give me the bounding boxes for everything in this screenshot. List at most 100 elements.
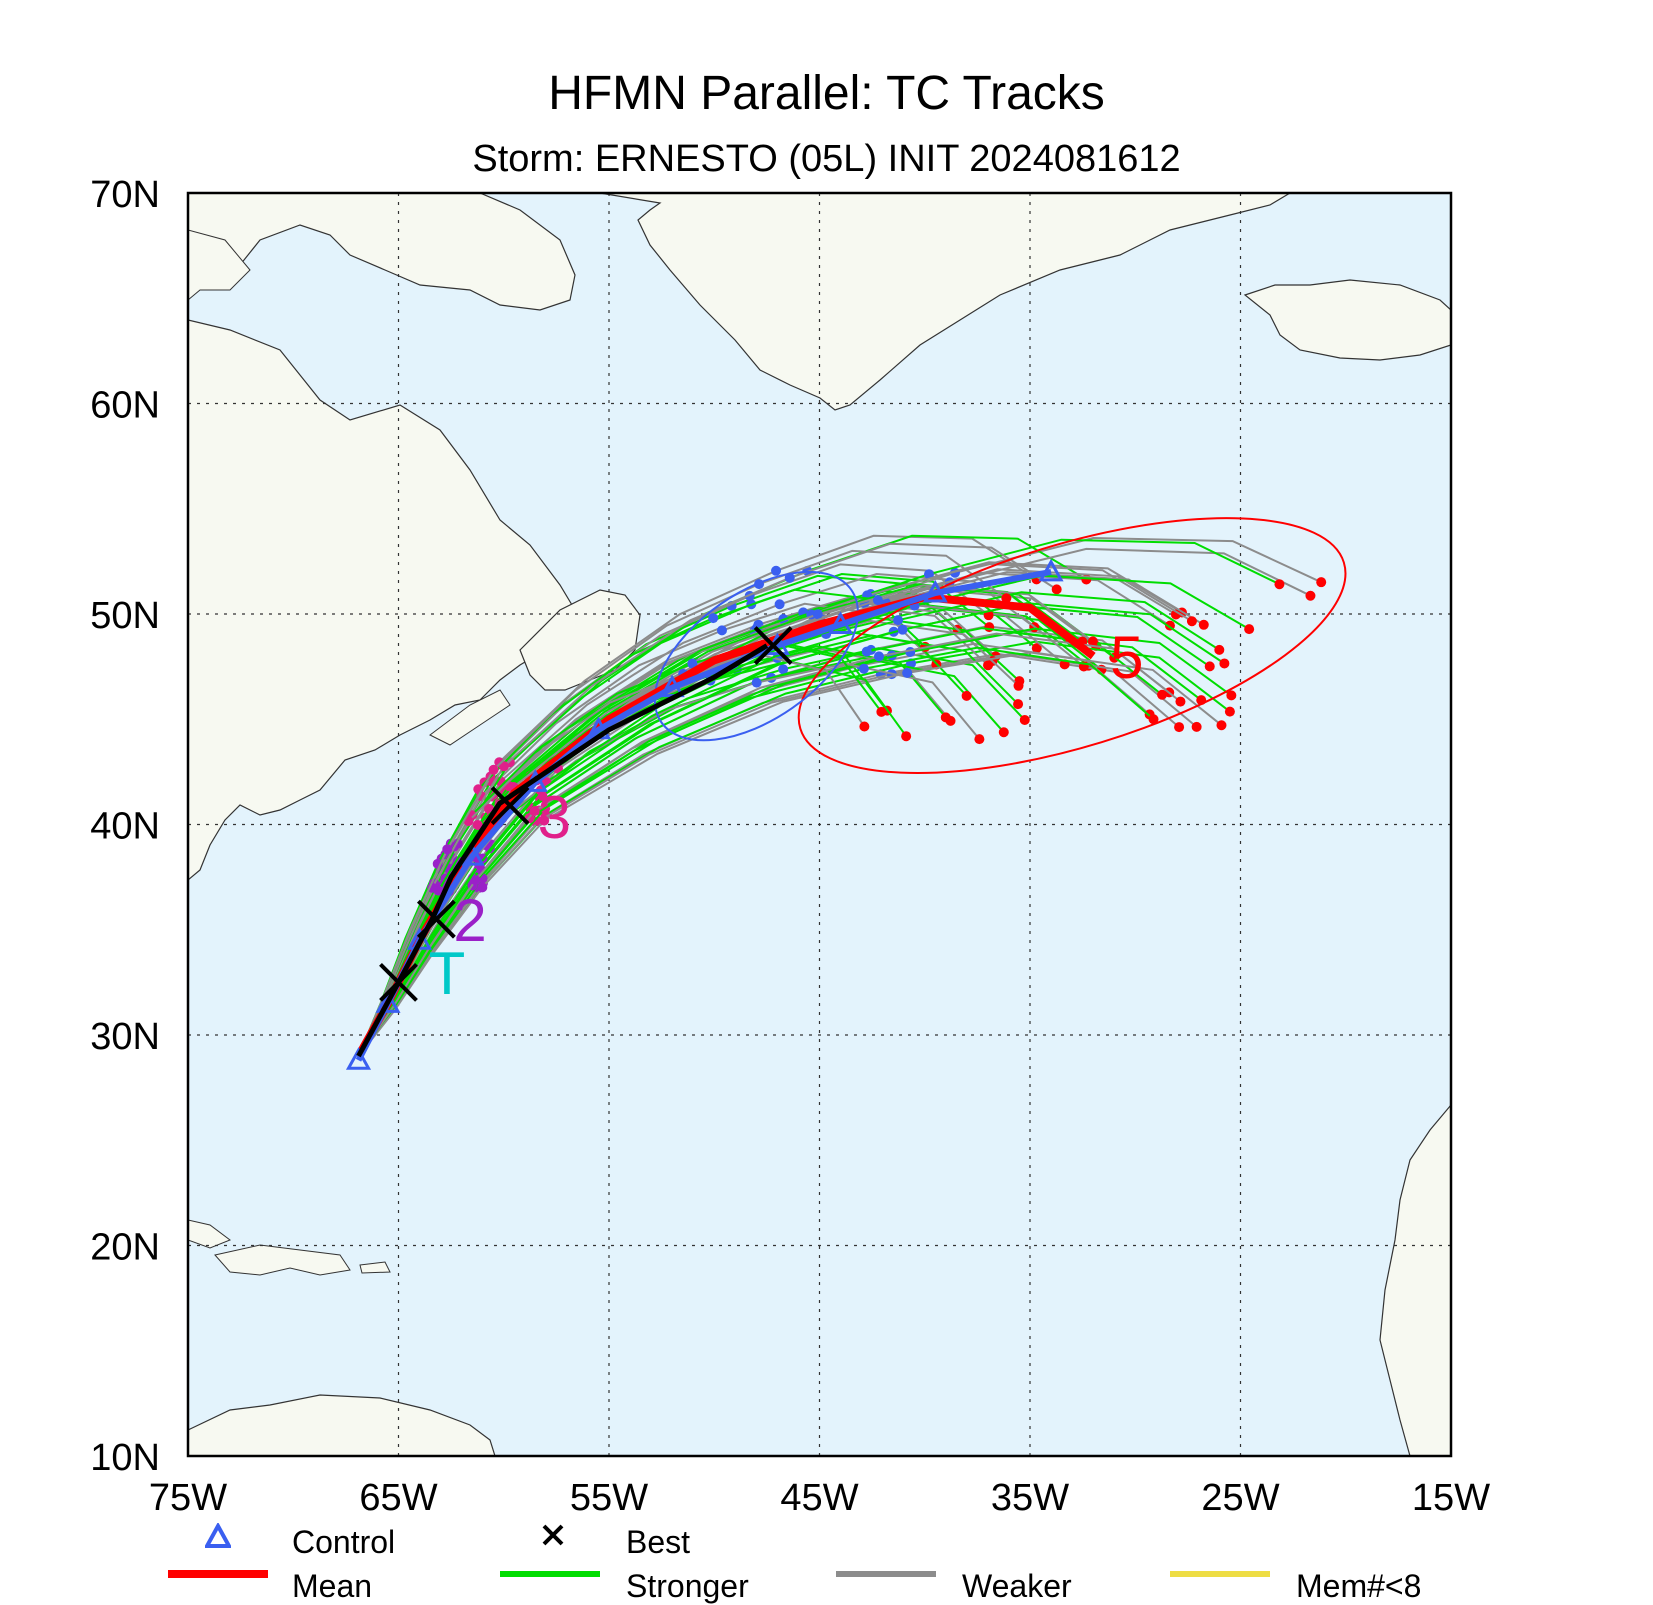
control-triangle-marker bbox=[345, 1047, 372, 1070]
mean-line-icon bbox=[168, 1570, 268, 1578]
member-position-dot bbox=[1019, 714, 1030, 725]
member-position-dot bbox=[539, 815, 550, 826]
member-position-dot bbox=[858, 663, 869, 674]
member-position-dot bbox=[751, 677, 762, 688]
member-position-dot bbox=[1087, 636, 1098, 647]
member-position-dot bbox=[812, 609, 823, 620]
arctic-isle bbox=[188, 229, 251, 301]
chart-title: HFMN Parallel: TC Tracks bbox=[548, 67, 1105, 120]
member-position-dot bbox=[1198, 619, 1209, 630]
lat-tick-label: 10N bbox=[90, 1437, 160, 1479]
member-position-dot bbox=[529, 806, 540, 817]
control-triangle-marker bbox=[922, 579, 948, 603]
member-position-dot bbox=[901, 731, 912, 742]
weaker-line-icon bbox=[836, 1571, 936, 1577]
member-position-dot bbox=[1175, 696, 1186, 707]
weaker-member-track bbox=[357, 549, 1007, 1057]
member-position-dot bbox=[1316, 577, 1327, 588]
greenland bbox=[599, 193, 1292, 411]
member-position-dot bbox=[998, 727, 1009, 738]
member-position-dot bbox=[872, 595, 883, 606]
lon-tick-label: 45W bbox=[780, 1477, 858, 1519]
member-position-dot bbox=[940, 712, 951, 723]
stronger-line-icon bbox=[500, 1571, 600, 1577]
control-triangle-icon bbox=[205, 1523, 231, 1548]
control-triangle-marker bbox=[828, 611, 854, 635]
member-position-dot bbox=[1274, 579, 1285, 590]
member-position-dot bbox=[1191, 721, 1202, 732]
member-position-dot bbox=[1305, 590, 1316, 601]
member-position-dot bbox=[1244, 624, 1255, 635]
day-marker-label: T bbox=[429, 940, 466, 1007]
uncertainty-ellipse bbox=[797, 517, 1347, 775]
best-x-marker bbox=[416, 899, 456, 939]
legend: Control Best Mean Stronger Weaker Mem#<8 bbox=[0, 1510, 1653, 1604]
best-x-marker bbox=[490, 786, 530, 825]
member-position-dot bbox=[442, 844, 453, 855]
plot-frame bbox=[186, 191, 1453, 1458]
member-position-dot bbox=[1157, 689, 1168, 700]
legend-control-label: Control bbox=[292, 1524, 396, 1560]
lon-tick-label: 55W bbox=[570, 1477, 648, 1519]
control-triangle-marker bbox=[407, 927, 433, 950]
member-position-dot bbox=[923, 569, 934, 580]
member-position-dot bbox=[1001, 593, 1012, 604]
member-position-dot bbox=[893, 615, 904, 626]
member-position-dot bbox=[708, 613, 719, 624]
member-position-dot bbox=[477, 882, 488, 893]
lon-tick-label: 75W bbox=[149, 1477, 227, 1519]
member-position-dot bbox=[774, 599, 785, 610]
weaker-member-track bbox=[357, 651, 1223, 1057]
member-position-dot bbox=[784, 572, 795, 583]
member-position-dot bbox=[498, 761, 509, 772]
member-position-dot bbox=[961, 690, 972, 701]
member-position-dot bbox=[1031, 643, 1042, 654]
lon-tick-label: 35W bbox=[991, 1477, 1069, 1519]
member-position-dot bbox=[1219, 658, 1230, 669]
member-position-dot bbox=[873, 651, 884, 662]
day-marker-label: 2 bbox=[453, 887, 486, 954]
legend-mean-label: Mean bbox=[292, 1568, 373, 1604]
legend-best-label: Best bbox=[626, 1524, 691, 1560]
member-position-dot bbox=[902, 667, 913, 678]
member-position-dot bbox=[1216, 720, 1227, 731]
legend-memlt8-label: Mem#<8 bbox=[1296, 1568, 1422, 1604]
weaker-member-track bbox=[357, 652, 866, 1057]
member-position-dot bbox=[1013, 699, 1024, 710]
member-position-dot bbox=[1051, 584, 1062, 595]
member-position-dot bbox=[859, 721, 870, 732]
lat-tick-label: 40N bbox=[90, 806, 160, 848]
best-track bbox=[356, 643, 769, 1058]
member-position-dot bbox=[974, 734, 985, 745]
lat-tick-label: 20N bbox=[90, 1227, 160, 1269]
stronger-member-track bbox=[357, 602, 1225, 1057]
best-x-marker bbox=[753, 626, 793, 665]
member-position-dot bbox=[1013, 680, 1024, 691]
uncertainty-ellipse bbox=[653, 570, 859, 742]
iceland bbox=[1243, 279, 1451, 361]
best-x-marker bbox=[379, 962, 418, 1002]
lat-tick-label: 50N bbox=[90, 595, 160, 637]
lon-tick-label: 65W bbox=[359, 1477, 437, 1519]
lon-tick-label: 15W bbox=[1412, 1477, 1490, 1519]
legend-stronger-label: Stronger bbox=[626, 1568, 749, 1604]
control-triangle-marker bbox=[375, 990, 401, 1013]
chart-subtitle: Storm: ERNESTO (05L) INIT 2024081612 bbox=[472, 138, 1181, 180]
day-marker-label: 5 bbox=[1110, 624, 1143, 691]
africa bbox=[1379, 1104, 1451, 1456]
member-position-dot bbox=[897, 624, 908, 635]
member-position-dot bbox=[778, 664, 789, 675]
member-position-dot bbox=[1148, 714, 1159, 725]
nova-scotia bbox=[429, 689, 511, 746]
member-position-dot bbox=[1224, 706, 1235, 717]
member-position-dot bbox=[488, 764, 499, 775]
memlt8-line-icon bbox=[1170, 1571, 1270, 1577]
member-position-dot bbox=[1226, 690, 1237, 701]
member-position-dot bbox=[470, 875, 481, 886]
weaker-member-track bbox=[357, 632, 1182, 1057]
control-triangle-marker bbox=[1038, 558, 1064, 582]
axis-labels: 75W 65W 55W 45W 35W 25W 15W 70N 60N 50N 40N 30N 20N 1… bbox=[90, 174, 1490, 1519]
member-position-dot bbox=[472, 819, 483, 830]
south-america bbox=[188, 1394, 496, 1456]
